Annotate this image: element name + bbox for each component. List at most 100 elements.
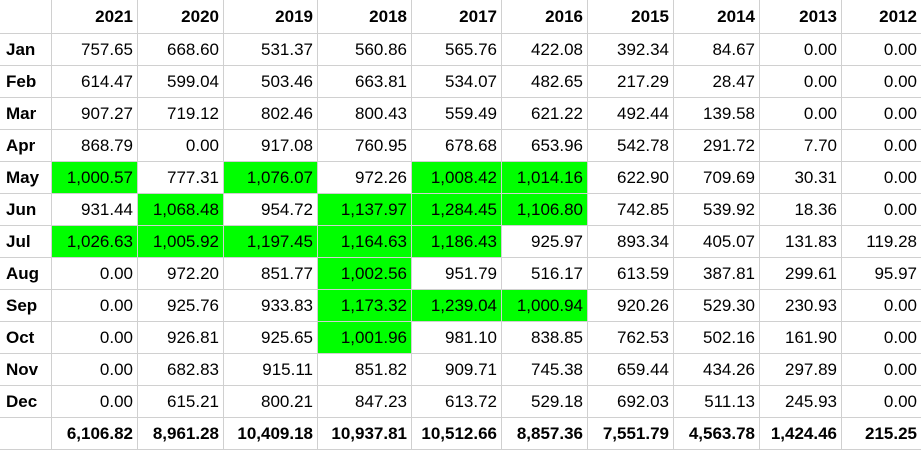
month-label[interactable]: May bbox=[0, 161, 52, 194]
total-cell[interactable]: 10,409.18 bbox=[223, 417, 318, 450]
value-cell[interactable]: 434.26 bbox=[673, 353, 760, 386]
value-cell[interactable]: 762.53 bbox=[587, 321, 674, 354]
value-cell[interactable]: 0.00 bbox=[841, 33, 921, 66]
value-cell[interactable]: 119.28 bbox=[841, 225, 921, 258]
value-cell[interactable]: 131.83 bbox=[759, 225, 842, 258]
value-cell[interactable]: 659.44 bbox=[587, 353, 674, 386]
value-cell[interactable]: 0.00 bbox=[759, 97, 842, 130]
corner-cell[interactable] bbox=[0, 0, 52, 34]
value-cell[interactable]: 1,008.42 bbox=[411, 161, 502, 194]
month-label[interactable]: Nov bbox=[0, 353, 52, 386]
value-cell[interactable]: 539.92 bbox=[673, 193, 760, 226]
total-cell[interactable]: 7,551.79 bbox=[587, 417, 674, 450]
month-label[interactable]: Sep bbox=[0, 289, 52, 322]
value-cell[interactable]: 907.27 bbox=[51, 97, 138, 130]
value-cell[interactable]: 516.17 bbox=[501, 257, 588, 290]
value-cell[interactable]: 615.21 bbox=[137, 385, 224, 418]
value-cell[interactable]: 405.07 bbox=[673, 225, 760, 258]
value-cell[interactable]: 502.16 bbox=[673, 321, 760, 354]
value-cell[interactable]: 972.26 bbox=[317, 161, 412, 194]
value-cell[interactable]: 139.58 bbox=[673, 97, 760, 130]
value-cell[interactable]: 559.49 bbox=[411, 97, 502, 130]
value-cell[interactable]: 30.31 bbox=[759, 161, 842, 194]
value-cell[interactable]: 622.90 bbox=[587, 161, 674, 194]
value-cell[interactable]: 802.46 bbox=[223, 97, 318, 130]
value-cell[interactable]: 299.61 bbox=[759, 257, 842, 290]
value-cell[interactable]: 511.13 bbox=[673, 385, 760, 418]
total-cell[interactable]: 8,961.28 bbox=[137, 417, 224, 450]
value-cell[interactable]: 1,001.96 bbox=[317, 321, 412, 354]
value-cell[interactable]: 0.00 bbox=[841, 129, 921, 162]
value-cell[interactable]: 392.34 bbox=[587, 33, 674, 66]
value-cell[interactable]: 297.89 bbox=[759, 353, 842, 386]
value-cell[interactable]: 534.07 bbox=[411, 65, 502, 98]
value-cell[interactable]: 503.46 bbox=[223, 65, 318, 98]
value-cell[interactable]: 777.31 bbox=[137, 161, 224, 194]
value-cell[interactable]: 531.37 bbox=[223, 33, 318, 66]
value-cell[interactable]: 800.43 bbox=[317, 97, 412, 130]
value-cell[interactable]: 719.12 bbox=[137, 97, 224, 130]
value-cell[interactable]: 920.26 bbox=[587, 289, 674, 322]
value-cell[interactable]: 613.59 bbox=[587, 257, 674, 290]
value-cell[interactable]: 851.82 bbox=[317, 353, 412, 386]
value-cell[interactable]: 925.76 bbox=[137, 289, 224, 322]
value-cell[interactable]: 760.95 bbox=[317, 129, 412, 162]
year-header-2020[interactable]: 2020 bbox=[137, 0, 224, 34]
value-cell[interactable]: 851.77 bbox=[223, 257, 318, 290]
value-cell[interactable]: 0.00 bbox=[841, 97, 921, 130]
value-cell[interactable]: 0.00 bbox=[759, 33, 842, 66]
value-cell[interactable]: 1,186.43 bbox=[411, 225, 502, 258]
value-cell[interactable]: 0.00 bbox=[51, 353, 138, 386]
totals-label-cell[interactable] bbox=[0, 417, 52, 450]
total-cell[interactable]: 1,424.46 bbox=[759, 417, 842, 450]
value-cell[interactable]: 663.81 bbox=[317, 65, 412, 98]
value-cell[interactable]: 1,197.45 bbox=[223, 225, 318, 258]
year-header-2015[interactable]: 2015 bbox=[587, 0, 674, 34]
value-cell[interactable]: 933.83 bbox=[223, 289, 318, 322]
value-cell[interactable]: 951.79 bbox=[411, 257, 502, 290]
value-cell[interactable]: 621.22 bbox=[501, 97, 588, 130]
value-cell[interactable]: 0.00 bbox=[841, 193, 921, 226]
year-header-2021[interactable]: 2021 bbox=[51, 0, 138, 34]
month-label[interactable]: Feb bbox=[0, 65, 52, 98]
value-cell[interactable]: 0.00 bbox=[841, 321, 921, 354]
value-cell[interactable]: 599.04 bbox=[137, 65, 224, 98]
total-cell[interactable]: 6,106.82 bbox=[51, 417, 138, 450]
value-cell[interactable]: 926.81 bbox=[137, 321, 224, 354]
value-cell[interactable]: 387.81 bbox=[673, 257, 760, 290]
value-cell[interactable]: 745.38 bbox=[501, 353, 588, 386]
value-cell[interactable]: 653.96 bbox=[501, 129, 588, 162]
month-label[interactable]: Apr bbox=[0, 129, 52, 162]
value-cell[interactable]: 18.36 bbox=[759, 193, 842, 226]
value-cell[interactable]: 1,164.63 bbox=[317, 225, 412, 258]
value-cell[interactable]: 0.00 bbox=[841, 353, 921, 386]
value-cell[interactable]: 422.08 bbox=[501, 33, 588, 66]
value-cell[interactable]: 981.10 bbox=[411, 321, 502, 354]
year-header-2018[interactable]: 2018 bbox=[317, 0, 412, 34]
value-cell[interactable]: 678.68 bbox=[411, 129, 502, 162]
value-cell[interactable]: 692.03 bbox=[587, 385, 674, 418]
value-cell[interactable]: 0.00 bbox=[841, 161, 921, 194]
value-cell[interactable]: 560.86 bbox=[317, 33, 412, 66]
value-cell[interactable]: 529.30 bbox=[673, 289, 760, 322]
month-label[interactable]: Aug bbox=[0, 257, 52, 290]
value-cell[interactable]: 161.90 bbox=[759, 321, 842, 354]
value-cell[interactable]: 893.34 bbox=[587, 225, 674, 258]
total-cell[interactable]: 8,857.36 bbox=[501, 417, 588, 450]
value-cell[interactable]: 0.00 bbox=[841, 65, 921, 98]
total-cell[interactable]: 4,563.78 bbox=[673, 417, 760, 450]
month-label[interactable]: Jun bbox=[0, 193, 52, 226]
year-header-2012[interactable]: 2012 bbox=[841, 0, 921, 34]
total-cell[interactable]: 10,937.81 bbox=[317, 417, 412, 450]
value-cell[interactable]: 931.44 bbox=[51, 193, 138, 226]
value-cell[interactable]: 668.60 bbox=[137, 33, 224, 66]
value-cell[interactable]: 7.70 bbox=[759, 129, 842, 162]
value-cell[interactable]: 917.08 bbox=[223, 129, 318, 162]
year-header-2016[interactable]: 2016 bbox=[501, 0, 588, 34]
month-label[interactable]: Jan bbox=[0, 33, 52, 66]
value-cell[interactable]: 84.67 bbox=[673, 33, 760, 66]
value-cell[interactable]: 291.72 bbox=[673, 129, 760, 162]
year-header-2017[interactable]: 2017 bbox=[411, 0, 502, 34]
value-cell[interactable]: 0.00 bbox=[841, 289, 921, 322]
value-cell[interactable]: 245.93 bbox=[759, 385, 842, 418]
